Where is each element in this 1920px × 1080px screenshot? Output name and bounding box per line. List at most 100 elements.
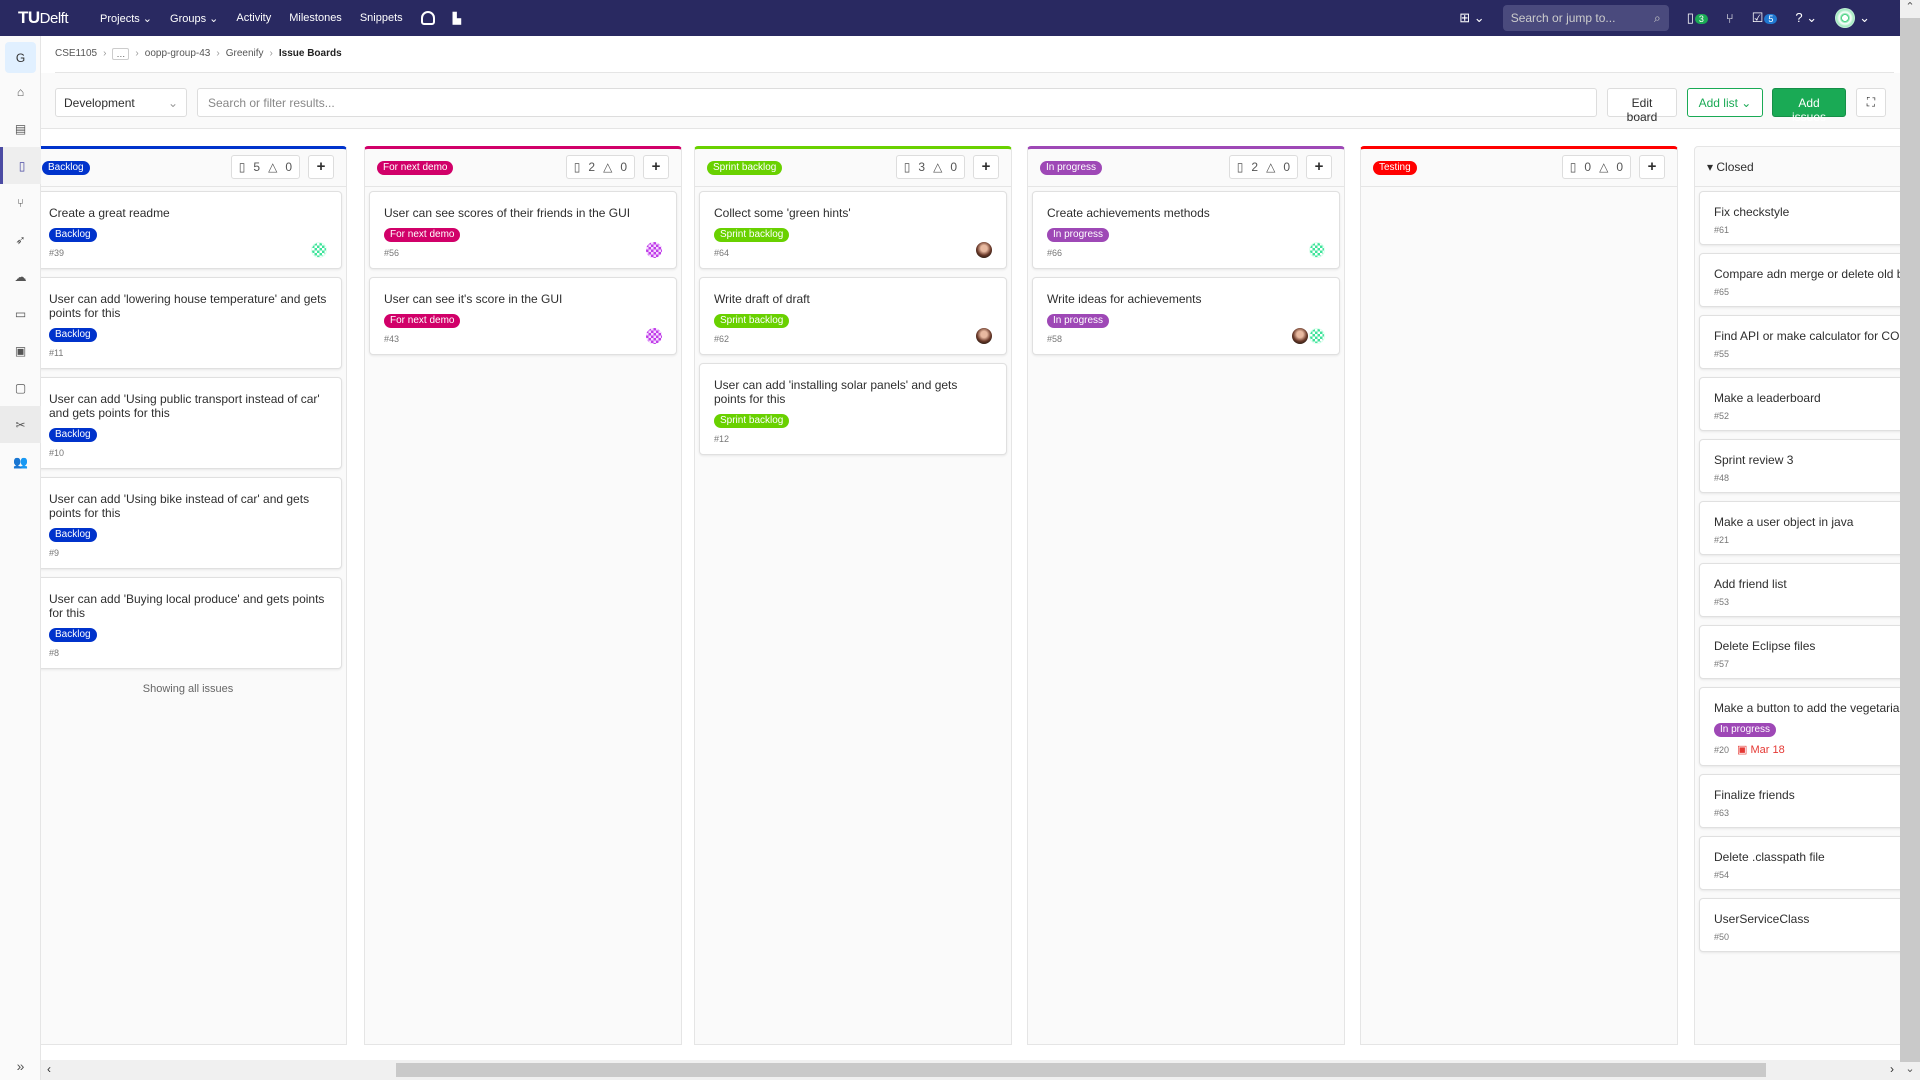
issue-title[interactable]: Fix checkstyle (1714, 205, 1790, 219)
search-input[interactable]: Search or jump to... ⌕ (1502, 5, 1669, 31)
issue-card[interactable]: User can see scores of their friends in … (369, 191, 677, 269)
assignee-avatar[interactable] (976, 328, 992, 344)
issue-title[interactable]: Compare adn merge or delete old branches (1714, 267, 1900, 281)
list-label[interactable]: Backlog (42, 160, 90, 175)
issue-title[interactable]: User can see it's score in the GUI (384, 292, 563, 306)
packages-icon[interactable]: ▣ (14, 343, 27, 358)
fullscreen-icon[interactable]: ⛶ (1856, 88, 1886, 117)
issue-label[interactable]: In progress (1714, 723, 1777, 737)
breadcrumb-cse1105[interactable]: CSE1105 (55, 48, 98, 59)
issue-title[interactable]: Find API or make calculator for CO2 (1714, 329, 1900, 343)
closed-toggle[interactable]: ▾ Closed (1707, 159, 1754, 174)
issue-title[interactable]: Finalize friends (1714, 788, 1795, 802)
nav-projects[interactable]: Projects ⌄ (100, 12, 153, 25)
issue-title[interactable]: User can add 'Using public transport ins… (49, 392, 320, 420)
issue-card[interactable]: Compare adn merge or delete old branches… (1699, 253, 1900, 307)
issue-label[interactable]: Backlog (49, 228, 97, 242)
issue-title[interactable]: Delete .classpath file (1714, 850, 1825, 864)
list-label[interactable]: Sprint backlog (707, 160, 783, 175)
new-plus-icon[interactable]: ⊞ ⌄ (1459, 10, 1485, 25)
issue-label[interactable]: Sprint backlog (714, 414, 790, 428)
scrollbar-thumb[interactable] (396, 1063, 1766, 1077)
issue-title[interactable]: Delete Eclipse files (1714, 639, 1816, 653)
list-label[interactable]: In progress (1040, 160, 1103, 175)
assignee-avatar[interactable] (1292, 328, 1308, 344)
nav-groups[interactable]: Groups ⌄ (170, 12, 219, 25)
issue-card[interactable]: Write ideas for achievements In progress #… (1032, 277, 1340, 355)
issue-title[interactable]: Make a button to add the vegetarian meal (1714, 701, 1900, 715)
issue-card[interactable]: User can add 'Using public transport ins… (41, 377, 342, 469)
issue-label[interactable]: Backlog (49, 528, 97, 542)
issue-label[interactable]: Backlog (49, 628, 97, 642)
issue-card[interactable]: Make a leaderboard #52 (1699, 377, 1900, 431)
issue-card[interactable]: User can see it's score in the GUI For ne… (369, 277, 677, 355)
dashboard-icon[interactable] (420, 11, 435, 25)
issue-title[interactable]: Create achievements methods (1047, 206, 1210, 220)
issue-card[interactable]: Delete .classpath file #54 (1699, 836, 1900, 890)
issue-card[interactable]: Add friend list #53 (1699, 563, 1900, 617)
issue-label[interactable]: In progress (1047, 314, 1110, 328)
board-selector[interactable]: Development ⌄ (55, 88, 187, 117)
issue-card[interactable]: Create a great readme Backlog #39 (41, 191, 342, 269)
issue-title[interactable]: User can see scores of their friends in … (384, 206, 631, 220)
monitor-icon[interactable]: ▭ (14, 306, 27, 321)
issue-card[interactable]: Delete Eclipse files #57 (1699, 625, 1900, 679)
list-label[interactable]: For next demo (377, 160, 454, 175)
operations-icon[interactable]: ☁ (14, 269, 27, 284)
breadcrumb-group[interactable]: oopp-group-43 (144, 48, 211, 59)
add-issue-button[interactable]: + (973, 155, 999, 179)
issue-label[interactable]: Sprint backlog (714, 314, 790, 328)
issue-title[interactable]: Add friend list (1714, 577, 1787, 591)
issue-card[interactable]: User can add 'lowering house temperature… (41, 277, 342, 369)
add-list-button[interactable]: Add list ⌄ (1687, 88, 1763, 117)
home-icon[interactable]: ⌂ (16, 84, 25, 99)
issue-label[interactable]: Backlog (49, 428, 97, 442)
assignee-avatar[interactable] (976, 242, 992, 258)
tudelft-logo[interactable]: TUDelft (18, 8, 69, 27)
nav-activity[interactable]: Activity (236, 12, 272, 24)
issue-title[interactable]: User can add 'lowering house temperature… (49, 292, 327, 320)
issue-title[interactable]: User can add 'Buying local produce' and … (49, 592, 325, 620)
issue-card[interactable]: Make a user object in java #21 (1699, 501, 1900, 555)
breadcrumb-current[interactable]: Issue Boards (278, 48, 342, 59)
list-label[interactable]: Testing (1373, 160, 1417, 175)
issue-card[interactable]: Find API or make calculator for CO2 #55 (1699, 315, 1900, 369)
issue-title[interactable]: Sprint review 3 (1714, 453, 1794, 467)
issue-card[interactable]: User can add 'Using bike instead of car'… (41, 477, 342, 569)
issue-card[interactable]: Finalize friends #63 (1699, 774, 1900, 828)
rocket-icon[interactable]: ➶ (15, 232, 26, 247)
group-avatar[interactable]: G (5, 42, 36, 73)
edit-board-button[interactable]: Edit board (1607, 88, 1677, 124)
issue-title[interactable]: Make a leaderboard (1714, 391, 1821, 405)
breadcrumb-project[interactable]: Greenify (225, 48, 264, 59)
add-issue-button[interactable]: + (308, 155, 334, 179)
filter-input[interactable]: Search or filter results... (197, 88, 1597, 117)
issue-title[interactable]: Create a great readme (49, 206, 170, 220)
issue-card[interactable]: Make a button to add the vegetarian meal… (1699, 687, 1900, 766)
user-avatar[interactable] (1835, 8, 1856, 28)
issue-card[interactable]: User can add 'Buying local produce' and … (41, 577, 342, 669)
wiki-icon[interactable]: ▢ (14, 380, 27, 395)
issue-card[interactable]: Create achievements methods In progress #6… (1032, 191, 1340, 269)
issue-title[interactable]: UserServiceClass (1714, 912, 1810, 926)
issues-icon[interactable]: ▯ (0, 147, 41, 184)
merge-request-icon[interactable]: ⑂ (16, 195, 25, 210)
issue-card[interactable]: Write draft of draft Sprint backlog #62 (699, 277, 1007, 355)
issue-card[interactable]: Collect some 'green hints' Sprint backlog… (699, 191, 1007, 269)
assignee-avatar[interactable] (1309, 242, 1325, 258)
assignee-avatar[interactable] (646, 242, 662, 258)
issue-title[interactable]: User can add 'installing solar panels' a… (714, 378, 958, 406)
issue-title[interactable]: Make a user object in java (1714, 515, 1854, 529)
issue-label[interactable]: Sprint backlog (714, 228, 790, 242)
chart-icon[interactable]: ▙ (452, 12, 462, 25)
issues-icon[interactable]: ▯ 3 (1687, 10, 1708, 26)
issue-card[interactable]: User can add 'installing solar panels' a… (699, 363, 1007, 455)
collapse-sidebar-icon[interactable]: » (16, 1058, 25, 1074)
add-issue-button[interactable]: + (1306, 155, 1332, 179)
todos-icon[interactable]: ☑ 5 (1752, 10, 1778, 26)
horizontal-scrollbar[interactable]: ‹ › (41, 1060, 1900, 1080)
nav-snippets[interactable]: Snippets (359, 12, 403, 24)
issue-label[interactable]: In progress (1047, 228, 1110, 242)
user-menu[interactable]: ⌄ (1835, 8, 1870, 28)
issue-title[interactable]: Write draft of draft (714, 292, 810, 306)
